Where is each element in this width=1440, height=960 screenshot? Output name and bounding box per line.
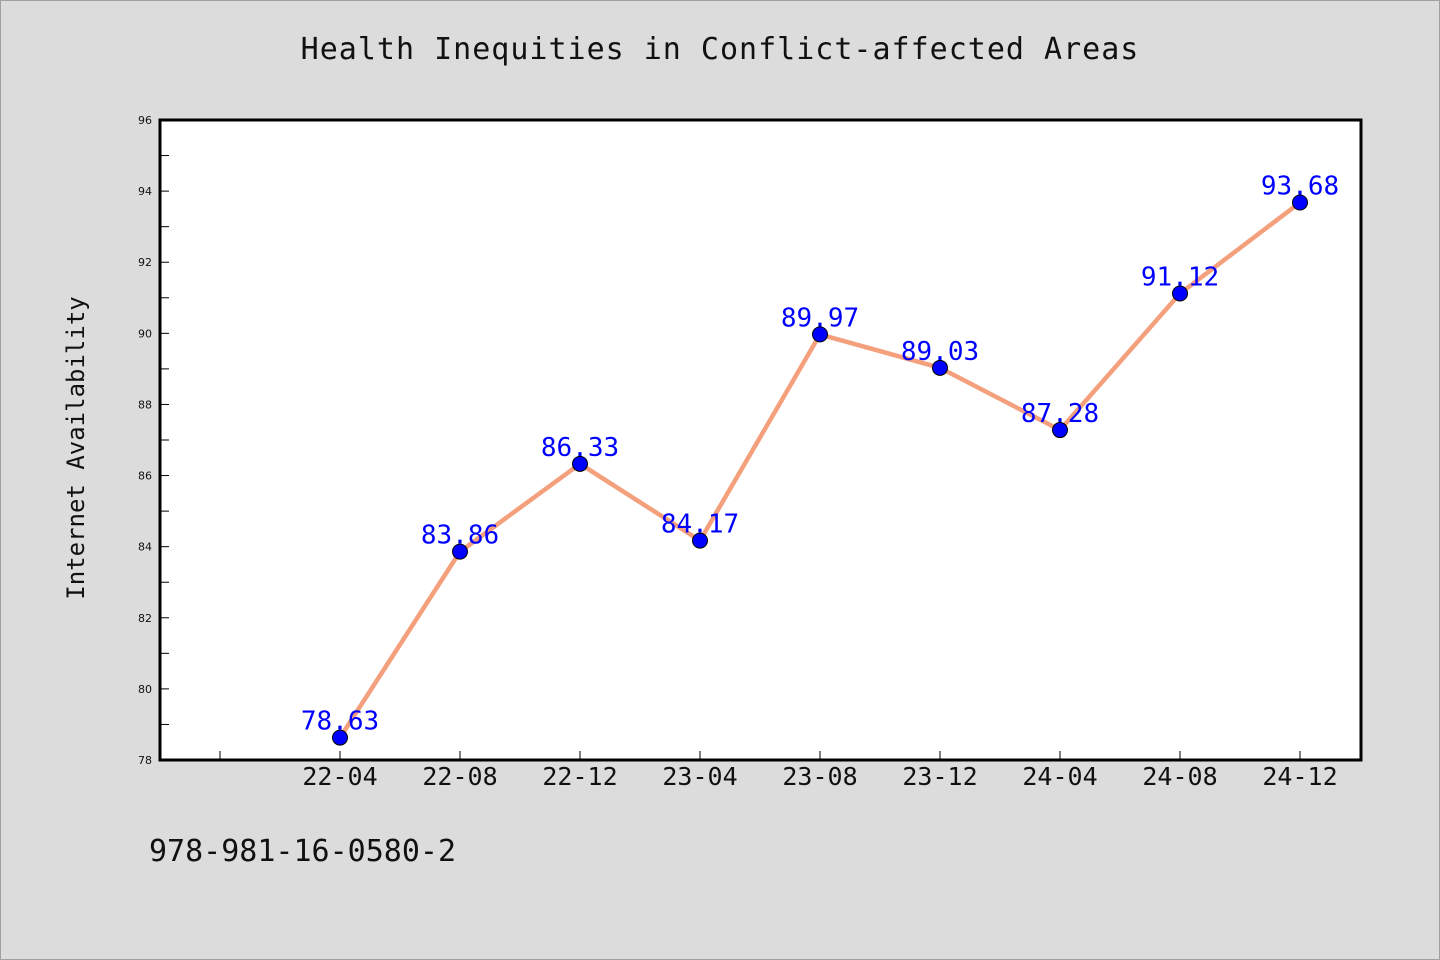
data-point <box>692 532 708 549</box>
chart-title: Health Inequities in Conflict-affected A… <box>300 32 1140 67</box>
plot-border <box>158 118 1363 762</box>
data-label: 84.17 <box>661 510 739 540</box>
y-tick-label: 94 <box>138 185 152 198</box>
data-label: 93.68 <box>1261 171 1339 201</box>
data-label: 89.97 <box>781 303 859 333</box>
data-point <box>1052 422 1068 439</box>
x-axis: 22-04 22-08 22-12 23-04 23-08 23-12 24-04 24-08… <box>219 751 1338 791</box>
x-tick-label: 23-08 <box>782 762 857 791</box>
y-tick-label: 82 <box>138 612 152 625</box>
y-tick-label: 92 <box>138 256 152 269</box>
x-tick-label: 24-08 <box>1142 762 1217 791</box>
data-point <box>1292 194 1308 211</box>
y-tick-label: 96 <box>138 114 152 127</box>
y-tick-label: 88 <box>138 398 152 411</box>
data-point <box>572 455 588 472</box>
data-point <box>452 543 468 560</box>
data-label: 78.63 <box>301 707 379 737</box>
y-tick-label: 90 <box>138 327 152 340</box>
data-point <box>1172 285 1188 302</box>
x-tick-label: 24-04 <box>1022 762 1097 791</box>
data-label: 91.12 <box>1141 263 1219 293</box>
y-tick-label: 84 <box>138 541 152 554</box>
data-point <box>932 359 948 376</box>
x-tick-label: 24-12 <box>1262 762 1337 791</box>
x-tick-label: 22-12 <box>542 762 617 791</box>
data-label: 86.33 <box>541 433 619 463</box>
x-tick-label: 22-04 <box>302 762 377 791</box>
series-markers <box>332 194 1308 746</box>
y-tick-label: 78 <box>138 754 152 767</box>
y-axis: 78 80 82 84 86 88 90 92 94 96 <box>138 114 169 767</box>
data-point <box>812 326 828 343</box>
x-tick-label: 22-08 <box>422 762 497 791</box>
data-label: 87.28 <box>1021 399 1099 429</box>
data-labels: 78.63 83.86 86.33 84.17 89.97 89.03 87.28 91.12… <box>301 171 1339 736</box>
x-tick-label: 23-12 <box>902 762 977 791</box>
x-tick-label: 23-04 <box>662 762 737 791</box>
data-point <box>332 729 348 746</box>
isbn-note: 978-981-16-0580-2 <box>149 834 457 869</box>
data-label: 83.86 <box>421 521 499 551</box>
y-tick-label: 86 <box>138 470 152 483</box>
y-tick-label: 80 <box>138 683 152 696</box>
data-label: 89.03 <box>901 337 979 367</box>
